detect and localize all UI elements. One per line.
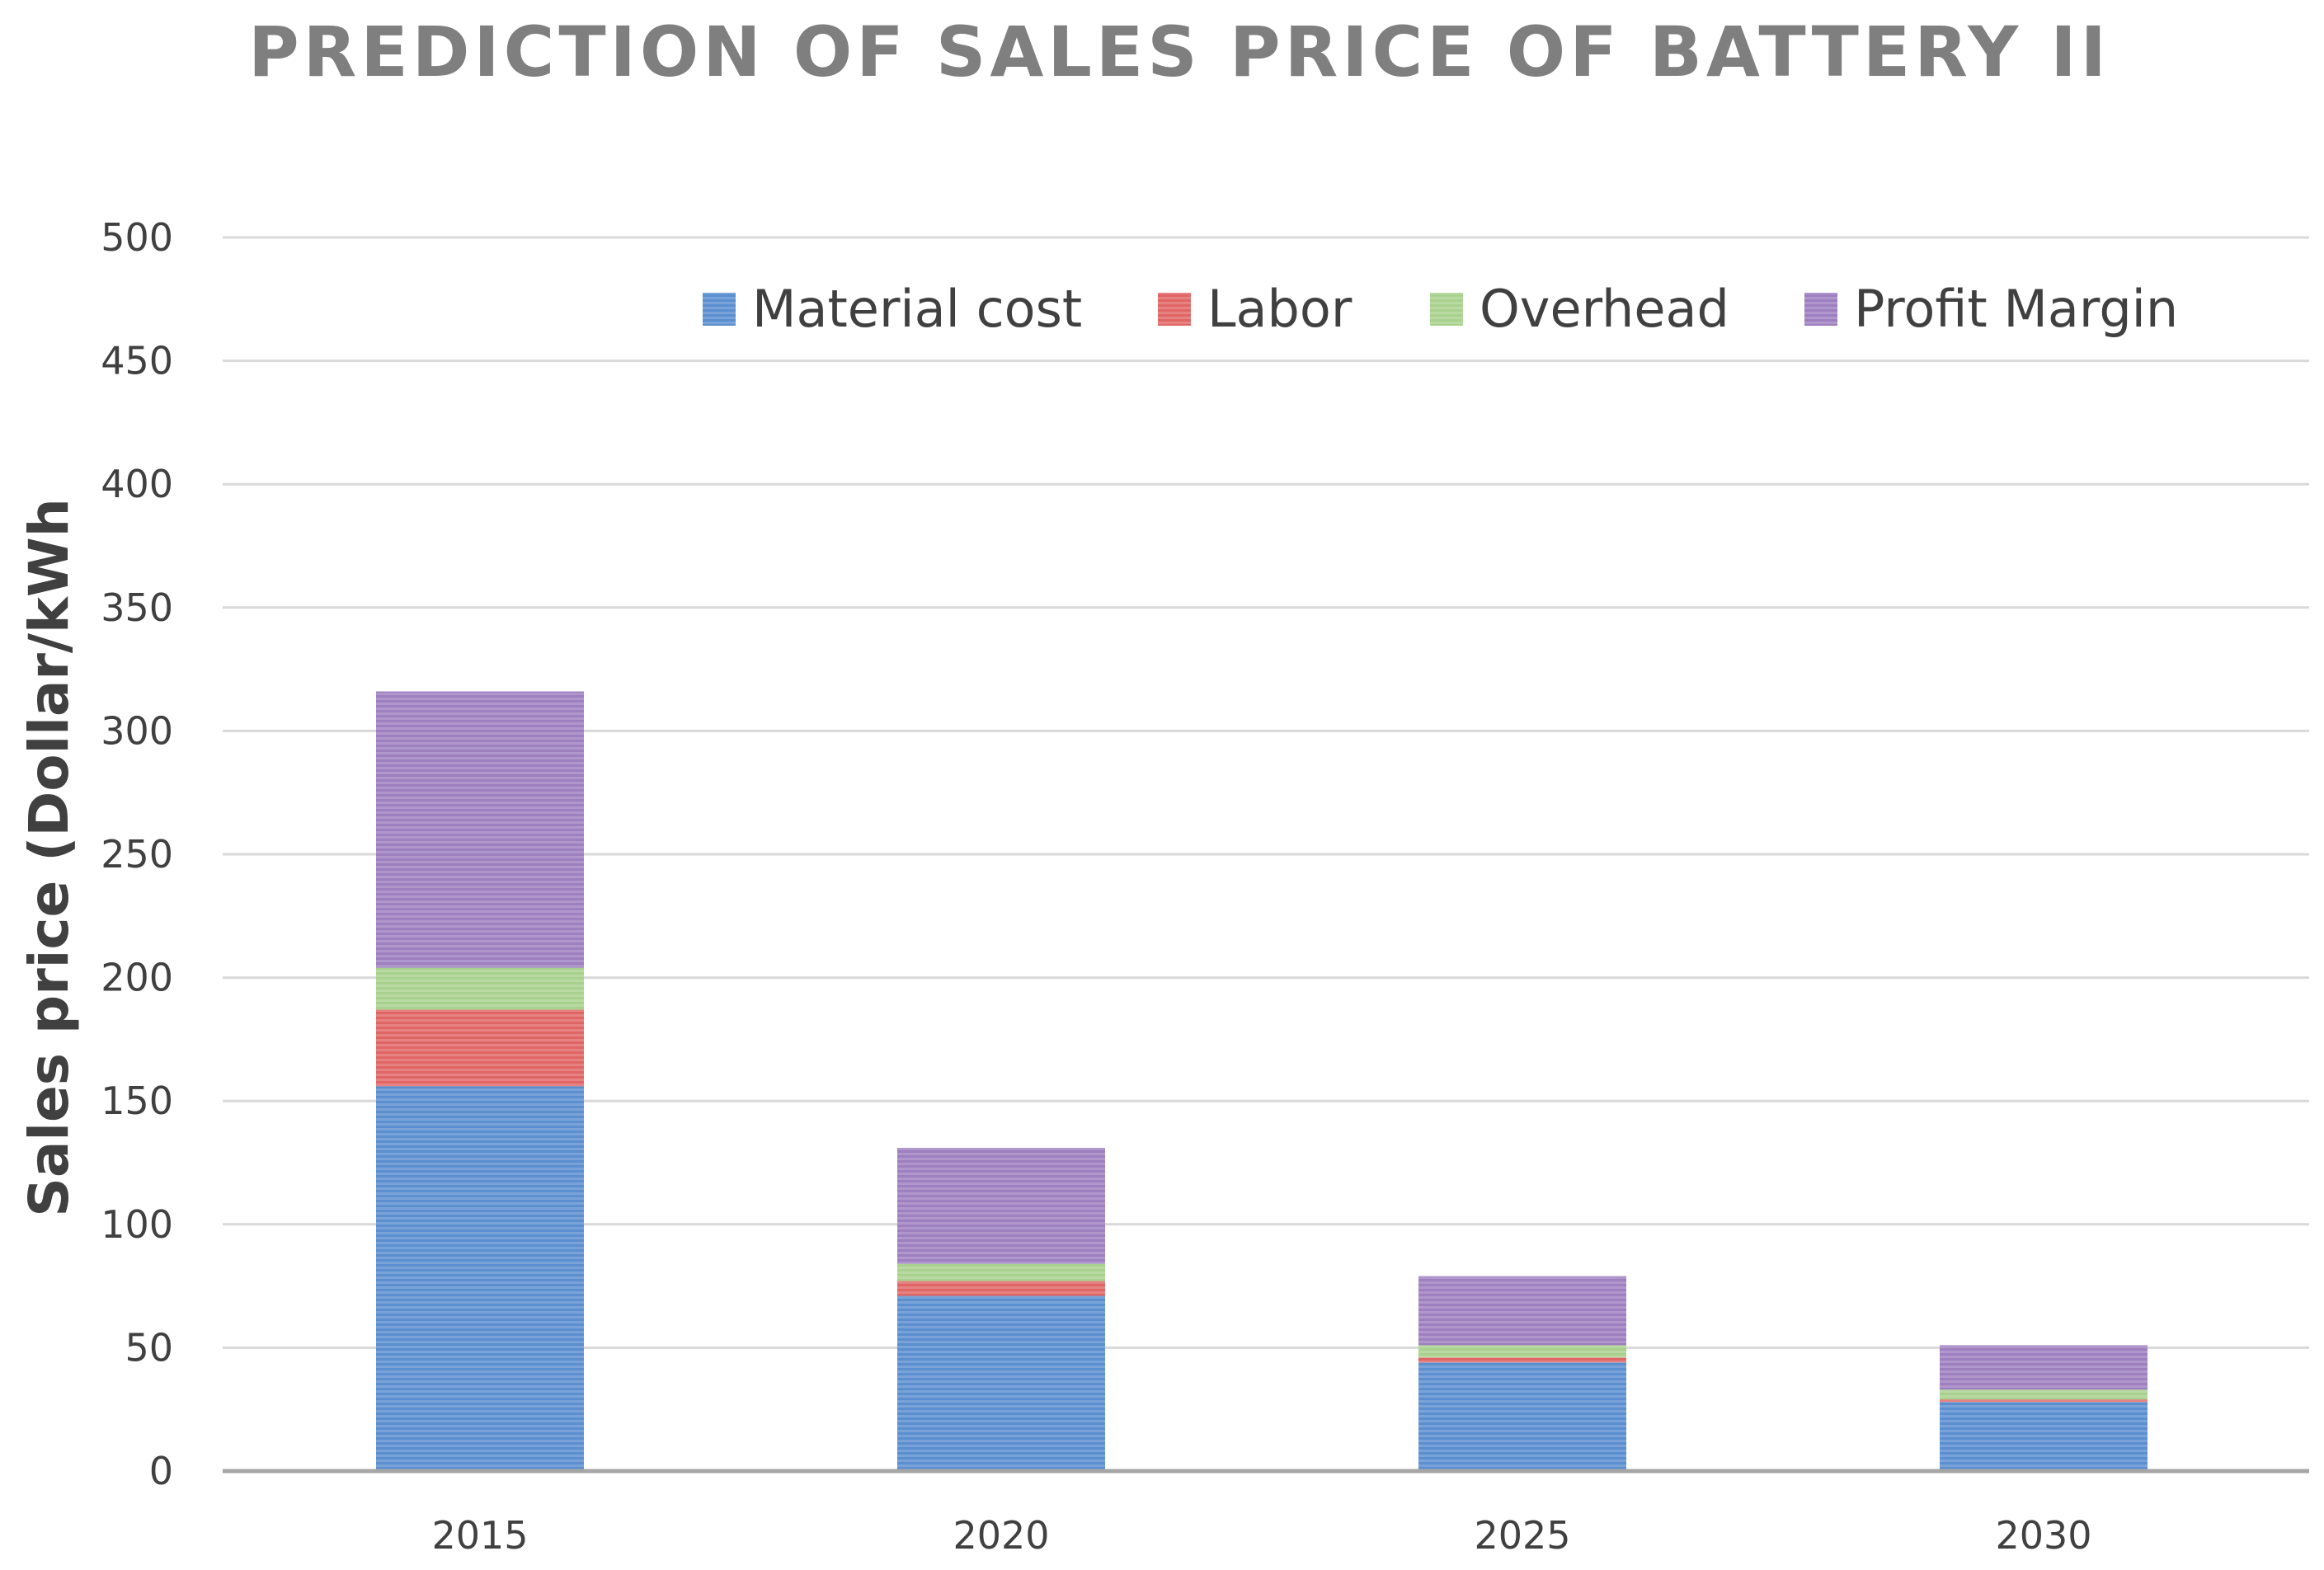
- legend-label: Overhead: [1480, 279, 1729, 339]
- legend-swatch-texture: [1804, 293, 1837, 326]
- bar-stack-2020: [897, 1148, 1105, 1471]
- x-tick-label: 2015: [431, 1513, 528, 1558]
- y-axis-ticks: 0 50 100 150 200 250 300 350 400 450 500: [101, 215, 173, 1493]
- bar-segment-texture: [1418, 1345, 1626, 1358]
- bar-segment-texture: [897, 1148, 1105, 1264]
- y-tick-label: 450: [101, 339, 173, 383]
- y-axis-label: Sales price (Dollar/kWh: [17, 498, 81, 1216]
- legend-swatch-texture: [1430, 293, 1463, 326]
- y-tick-label: 200: [101, 956, 173, 1000]
- bar-segment-texture: [376, 1009, 584, 1087]
- x-tick-label: 2030: [1995, 1513, 2091, 1558]
- y-tick-label: 300: [101, 708, 173, 753]
- bar-segment-texture: [1940, 1389, 2148, 1400]
- bar-segment-texture: [897, 1281, 1105, 1296]
- legend-item-labor: Labor: [1158, 279, 1353, 339]
- bars: [376, 691, 2148, 1471]
- legend-label: Profit Margin: [1854, 279, 2178, 339]
- bar-segment-texture: [1940, 1345, 2148, 1390]
- bar-segment-texture: [1418, 1357, 1626, 1363]
- y-tick-label: 50: [125, 1325, 173, 1370]
- legend-label: Material cost: [752, 279, 1082, 339]
- legend-item-overhead: Overhead: [1430, 279, 1729, 339]
- bar-segment-texture: [1940, 1402, 2148, 1471]
- bar-segment-texture: [1418, 1362, 1626, 1471]
- x-tick-label: 2025: [1474, 1513, 1570, 1558]
- y-tick-label: 500: [101, 215, 173, 260]
- chart-title: PREDICTION OF SALES PRICE OF BATTERY II: [248, 12, 2110, 92]
- y-tick-label: 150: [101, 1079, 173, 1123]
- bar-segment-texture: [1940, 1399, 2148, 1403]
- bar-segment-texture: [376, 967, 584, 1010]
- bar-segment-texture: [376, 1086, 584, 1471]
- y-tick-label: 400: [101, 462, 173, 506]
- bar-stack-2025: [1418, 1276, 1626, 1471]
- y-tick-label: 350: [101, 585, 173, 630]
- legend-swatch-texture: [703, 293, 736, 326]
- y-tick-label: 250: [101, 832, 173, 877]
- bar-stack-2030: [1940, 1345, 2148, 1471]
- y-tick-label: 100: [101, 1202, 173, 1247]
- bar-stack-2015: [376, 691, 584, 1471]
- legend: Material cost Labor Overhead Profit Margin: [703, 279, 2178, 339]
- x-axis-ticks: 2015 2020 2025 2030: [431, 1513, 2091, 1558]
- bar-segment-texture: [897, 1295, 1105, 1471]
- legend-swatch-texture: [1158, 293, 1191, 326]
- legend-item-material-cost: Material cost: [703, 279, 1082, 339]
- y-tick-label: 0: [149, 1449, 173, 1493]
- bar-segment-texture: [1418, 1276, 1626, 1346]
- legend-label: Labor: [1207, 279, 1353, 339]
- x-tick-label: 2020: [953, 1513, 1049, 1558]
- bar-segment-texture: [376, 691, 584, 968]
- legend-item-profit-margin: Profit Margin: [1804, 279, 2178, 339]
- bar-segment-texture: [897, 1263, 1105, 1281]
